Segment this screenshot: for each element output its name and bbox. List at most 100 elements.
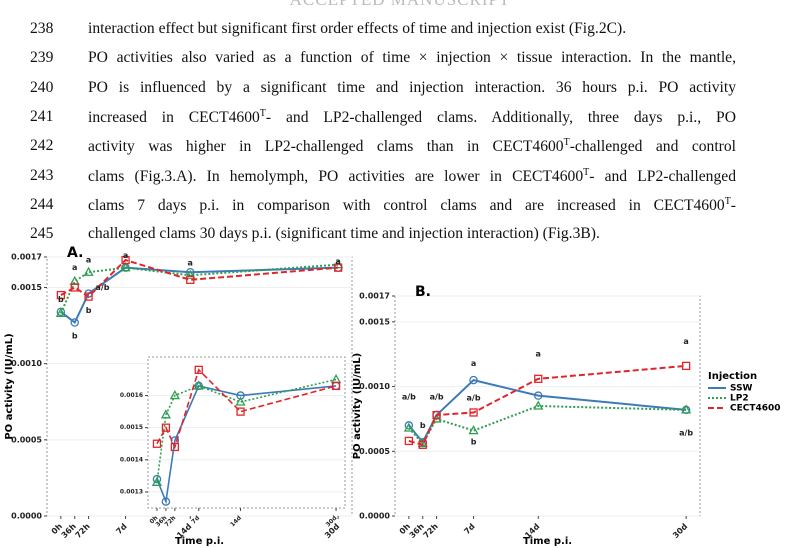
- significance-letter: a/b: [95, 283, 109, 292]
- series-line: [59, 263, 339, 314]
- text-line: 238 interaction effect but significant fi…: [0, 20, 800, 42]
- marker: [469, 408, 478, 417]
- x-tick-label: 30d: [671, 522, 689, 540]
- marker: [533, 400, 544, 410]
- line-number: 238: [30, 20, 54, 37]
- marker: [169, 390, 180, 400]
- text-run: -: [730, 196, 736, 214]
- line-number: 240: [30, 78, 54, 96]
- superscript: T: [563, 137, 570, 149]
- text-line: 241 increased in CECT4600T- and LP2-chall…: [0, 108, 800, 130]
- x-tick-label: 14d: [229, 515, 243, 529]
- legend-label: LP2: [730, 394, 749, 404]
- y-tick-label: 0.0017: [359, 292, 390, 301]
- line-number: 241: [30, 107, 54, 125]
- marker: [161, 497, 171, 506]
- text-line: 242 activity was higher in LP2-challenged…: [0, 137, 800, 159]
- significance-letter: a: [72, 263, 77, 272]
- marker: [194, 365, 203, 375]
- x-axis-label: Time p.i.: [523, 536, 572, 547]
- line-text: increased in CECT4600T- and LP2-challeng…: [88, 108, 736, 127]
- significance-letter: a/b: [402, 392, 416, 401]
- text-run: - and LP2-challenged: [589, 167, 736, 185]
- marker: [418, 440, 427, 449]
- marker: [404, 436, 414, 446]
- x-tick-label: 0h: [149, 515, 160, 526]
- line-text: interaction effect but significant first…: [88, 20, 736, 38]
- text-run: PO activities also varied as a function …: [88, 49, 736, 67]
- y-tick-label: 0.0005: [359, 447, 390, 456]
- marker: [56, 290, 66, 300]
- significance-letter: a/b: [679, 429, 693, 438]
- marker: [120, 262, 131, 272]
- line-text: PO activities also varied as a function …: [88, 49, 736, 67]
- marker: [170, 442, 180, 452]
- significance-letter: a: [123, 251, 128, 260]
- marker: [236, 391, 245, 400]
- x-axis-label: Time p.i.: [175, 536, 224, 547]
- text-run: increased in CECT4600: [88, 109, 260, 127]
- y-axis-label: PO activity (IU/mL): [352, 353, 363, 459]
- marker: [70, 318, 79, 327]
- x-tick-label: 7d: [190, 515, 201, 526]
- text-run: clams 7 days p.i. in comparison with con…: [88, 196, 725, 214]
- y-tick-label: 0.0010: [359, 382, 390, 391]
- marker: [121, 255, 130, 265]
- text-line: 244 clams 7 days p.i. in comparison with …: [0, 196, 800, 218]
- x-tick-label: 72h: [163, 515, 177, 529]
- significance-letter: a: [471, 359, 476, 368]
- series-line: [60, 266, 339, 325]
- superscript: T: [259, 107, 266, 119]
- text-line: 243 clams (Fig.3.A). In hemolymph, PO act…: [0, 167, 800, 189]
- y-tick-label: 0.0000: [359, 512, 390, 521]
- marker: [468, 425, 479, 435]
- marker: [161, 423, 171, 432]
- marker: [403, 422, 414, 432]
- line-text: clams (Fig.3.A). In hemolymph, PO activi…: [88, 167, 736, 186]
- series-line: [156, 378, 337, 483]
- y-tick-label: 0.0015: [359, 317, 390, 326]
- text-line: 240 PO is influenced by a significant tim…: [0, 79, 800, 101]
- significance-letter: a: [335, 257, 340, 266]
- significance-letter: b: [420, 421, 426, 430]
- y-tick-label: 0.0015: [120, 424, 143, 431]
- marker: [469, 375, 478, 385]
- y-tick-label: 0.0016: [120, 392, 143, 399]
- series-line: [408, 364, 687, 447]
- significance-letter: b: [471, 438, 477, 447]
- text-run: -challenged and control: [569, 138, 736, 156]
- text-line: 239 PO activities also varied as a functi…: [0, 49, 800, 71]
- marker: [333, 263, 343, 272]
- y-tick-label: 0.0014: [120, 456, 143, 463]
- panel-label: A.: [67, 245, 83, 261]
- marker: [185, 269, 196, 279]
- text-run: clams (Fig.3.A). In hemolymph, PO activi…: [88, 167, 584, 185]
- marker: [151, 476, 163, 486]
- line-text: PO is influenced by a significant time a…: [88, 79, 736, 97]
- y-tick-label: 0.0017: [11, 253, 42, 262]
- significance-letter: a: [86, 256, 91, 265]
- y-tick-label: 0.0013: [120, 488, 143, 495]
- panel-label: B.: [415, 284, 431, 300]
- text-run: interaction effect but significant first…: [88, 20, 627, 37]
- x-tick-label: 7d: [114, 522, 129, 537]
- marker: [193, 380, 204, 390]
- marker: [70, 283, 79, 292]
- line-text: clams 7 days p.i. in comparison with con…: [88, 196, 736, 215]
- significance-letter: b: [58, 295, 64, 304]
- legend-label: SSW: [730, 384, 753, 394]
- plot-frame: [147, 356, 346, 509]
- text-line: 245 challenged clams 30 days p.i. (signif…: [0, 225, 800, 247]
- marker: [236, 407, 245, 416]
- marker: [417, 437, 428, 448]
- marker: [84, 292, 93, 301]
- superscript: T: [724, 195, 731, 207]
- line-number: 244: [30, 195, 54, 213]
- line-number: 243: [30, 166, 54, 184]
- marker: [681, 361, 691, 371]
- marker: [432, 410, 441, 420]
- significance-letter: b: [86, 306, 92, 315]
- line-number: 245: [30, 225, 54, 243]
- text-run: PO is influenced by a significant time a…: [88, 78, 736, 96]
